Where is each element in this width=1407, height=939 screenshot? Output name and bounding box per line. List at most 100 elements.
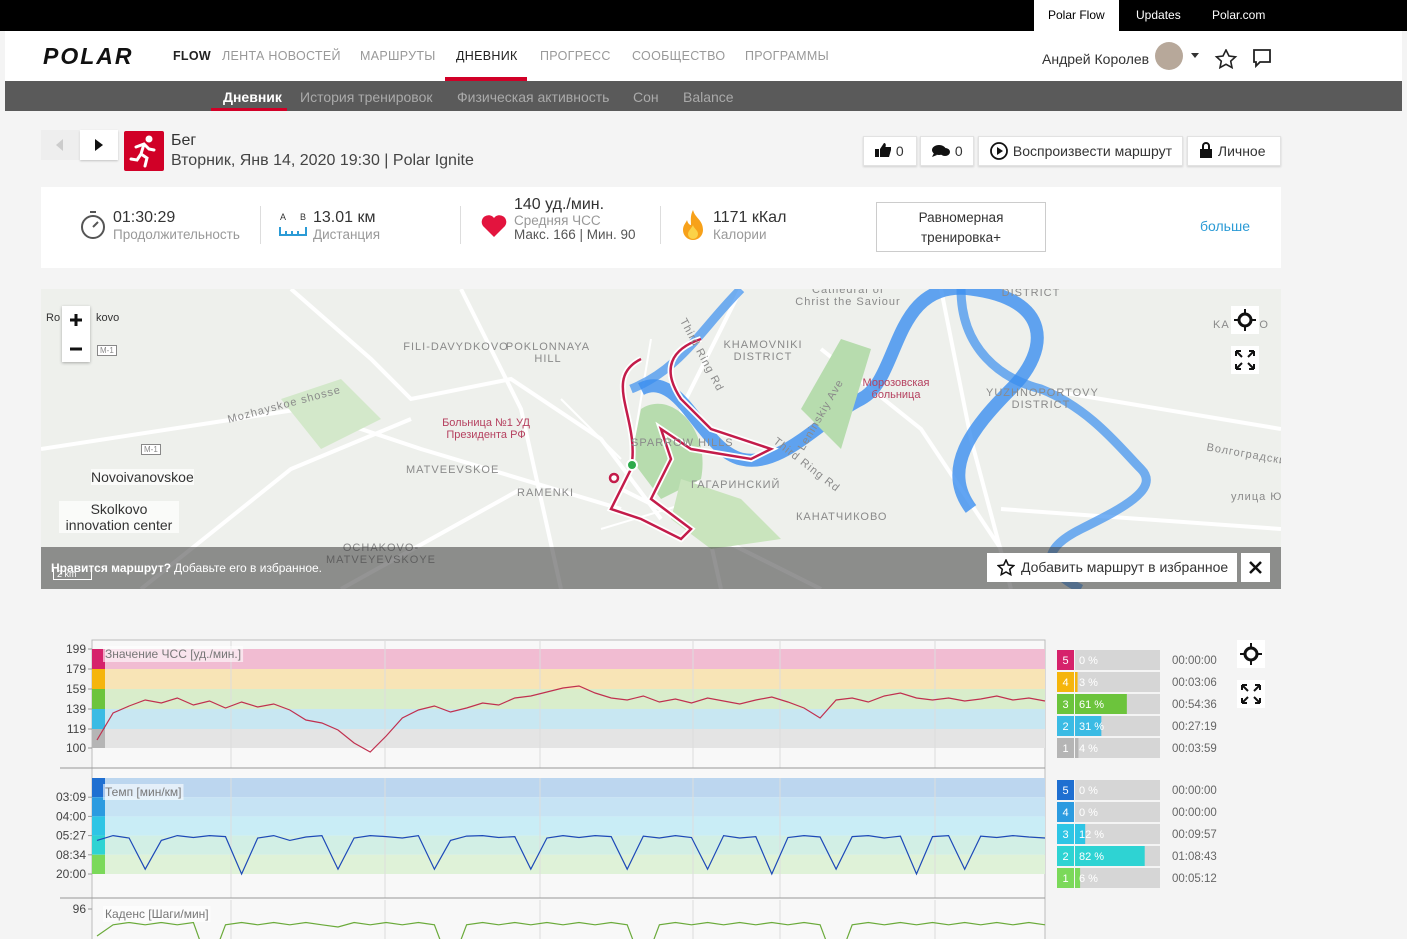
zone-percent: 0 % — [1079, 785, 1098, 797]
sub-nav: Дневник История тренировок Физическая ак… — [5, 81, 1402, 111]
nav-item[interactable]: FLOW — [173, 49, 211, 63]
zone-band — [92, 778, 1045, 798]
more-link[interactable]: больше — [1200, 218, 1250, 234]
nav-item[interactable]: ПРОГРАММЫ — [745, 49, 829, 63]
zone-number: 1 — [1062, 873, 1068, 885]
zone-time: 00:27:19 — [1172, 721, 1217, 733]
route-map[interactable]: Cathedral of Christ the Saviour DISTRICT T… — [41, 289, 1281, 589]
nav-item[interactable]: СООБЩЕСТВО — [632, 49, 726, 63]
y-tick-label: 119 — [67, 722, 86, 736]
zone-box — [1057, 824, 1074, 844]
prev-button[interactable] — [41, 130, 79, 160]
hr-value: 140 уд./мин. — [514, 196, 605, 213]
zone-box — [1057, 868, 1074, 888]
y-tick-label: 20:00 — [56, 867, 86, 881]
sub-nav-item[interactable]: Дневник — [223, 89, 282, 105]
zone-number: 4 — [1062, 807, 1068, 819]
distance-a: A — [280, 212, 287, 222]
hr-label: Средняя ЧСС — [514, 213, 601, 228]
zone-band — [92, 816, 1045, 836]
zone-track — [1075, 868, 1160, 888]
zone-number: 5 — [1062, 785, 1068, 797]
banner-question: Нравится маршрут? — [51, 561, 172, 575]
zone-percent: 3 % — [1079, 677, 1098, 689]
comment-button[interactable]: 0 — [920, 136, 974, 166]
replay-button[interactable]: Воспроизвести маршрут — [978, 136, 1183, 166]
zone-percent: 4 % — [1079, 743, 1098, 755]
nav-item[interactable]: ДНЕВНИК — [456, 49, 518, 63]
distance-b: B — [300, 212, 307, 222]
zoom-control[interactable] — [62, 306, 90, 362]
nav-item[interactable]: МАРШРУТЫ — [360, 49, 436, 63]
zone-time: 00:00:00 — [1172, 655, 1217, 667]
zone-band — [92, 689, 1045, 709]
map-controls[interactable] — [1231, 306, 1259, 376]
favorite-label: Добавить маршрут в избранное — [1021, 559, 1229, 575]
sub-nav-item[interactable]: Сон — [633, 89, 659, 105]
map-label: Cathedral of Christ the Saviour — [795, 289, 901, 308]
zone-number: 5 — [1062, 655, 1068, 667]
top-bar: Polar Flow Updates Polar.com — [0, 0, 1407, 31]
privacy-button[interactable]: Личное — [1187, 136, 1281, 166]
zone-band — [92, 669, 1045, 689]
chart-title: Темп [мин/км] — [105, 785, 182, 799]
favorites-icon[interactable] — [1214, 49, 1238, 69]
settings-icon — [1240, 643, 1262, 665]
nav-bar: POLAR FLOW ЛЕНТА НОВОСТЕЙ МАРШРУТЫ ДНЕВН… — [5, 31, 1402, 81]
sub-nav-item[interactable]: История тренировок — [300, 89, 433, 105]
zone-strip — [92, 778, 105, 798]
sub-nav-item[interactable]: Физическая активность — [457, 89, 610, 105]
fullscreen-icon — [1241, 684, 1261, 704]
map-label: kovo — [96, 312, 120, 324]
zone-percent: 82 % — [1079, 851, 1104, 863]
top-link[interactable]: Updates — [1136, 8, 1181, 22]
duration-value: 01:30:29 — [113, 209, 176, 226]
zone-number: 1 — [1062, 743, 1068, 755]
duration-icon — [81, 211, 105, 239]
chart-title: Каденс [Шаги/мин] — [105, 907, 209, 921]
y-tick-label: 100 — [66, 741, 86, 755]
top-link[interactable]: Polar.com — [1212, 8, 1266, 22]
user-name[interactable]: Андрей Королев — [1042, 51, 1150, 67]
comment-count: 0 — [954, 143, 963, 159]
nav-item[interactable]: ПРОГРЕСС — [540, 49, 611, 63]
dropdown-icon[interactable] — [1191, 53, 1199, 58]
avatar[interactable] — [1155, 42, 1183, 70]
nav-indicator — [445, 77, 527, 81]
zone-percent: 6 % — [1079, 873, 1098, 885]
distance-label: Дистанция — [313, 227, 381, 242]
duration-label: Продолжительность — [113, 227, 240, 242]
logo[interactable]: POLAR — [43, 43, 134, 69]
y-tick-label: 199 — [66, 642, 86, 656]
next-button[interactable] — [80, 130, 118, 160]
y-tick-label: 05:27 — [56, 829, 86, 843]
messages-icon[interactable] — [1253, 49, 1271, 69]
zone-band — [92, 854, 1045, 874]
zone-time: 00:54:36 — [1172, 699, 1217, 711]
top-link[interactable]: Polar Flow — [1034, 0, 1119, 31]
calories-icon — [683, 210, 703, 240]
like-button[interactable]: 0 — [863, 136, 917, 166]
zone-track — [1075, 650, 1160, 670]
training-benefit[interactable]: Равномерная тренировка+ — [876, 202, 1046, 252]
zone-number: 4 — [1062, 677, 1068, 689]
data-line — [96, 685, 1046, 753]
zone-band — [92, 835, 1045, 855]
map-label: FILI-DAVYDKOVO — [403, 341, 509, 353]
chart-controls[interactable] — [1237, 640, 1265, 708]
zone-band — [92, 649, 1045, 669]
nav-item[interactable]: ЛЕНТА НОВОСТЕЙ — [222, 49, 341, 63]
zone-time: 00:03:59 — [1172, 743, 1217, 755]
zone-track — [1075, 780, 1160, 800]
sub-nav-item[interactable]: Balance — [683, 89, 734, 105]
y-tick-label: 96 — [73, 902, 87, 916]
y-tick-label: 08:34 — [56, 848, 86, 862]
map-label: KHAMOVNIKI DISTRICT — [723, 339, 803, 363]
zone-box — [1057, 846, 1074, 866]
map-label: SPARROW HILLS — [631, 437, 734, 449]
zone-time: 00:00:00 — [1172, 807, 1217, 819]
route — [609, 337, 775, 541]
favorite-button[interactable]: Добавить маршрут в избранное — [987, 553, 1237, 582]
close-banner[interactable] — [1241, 553, 1270, 582]
